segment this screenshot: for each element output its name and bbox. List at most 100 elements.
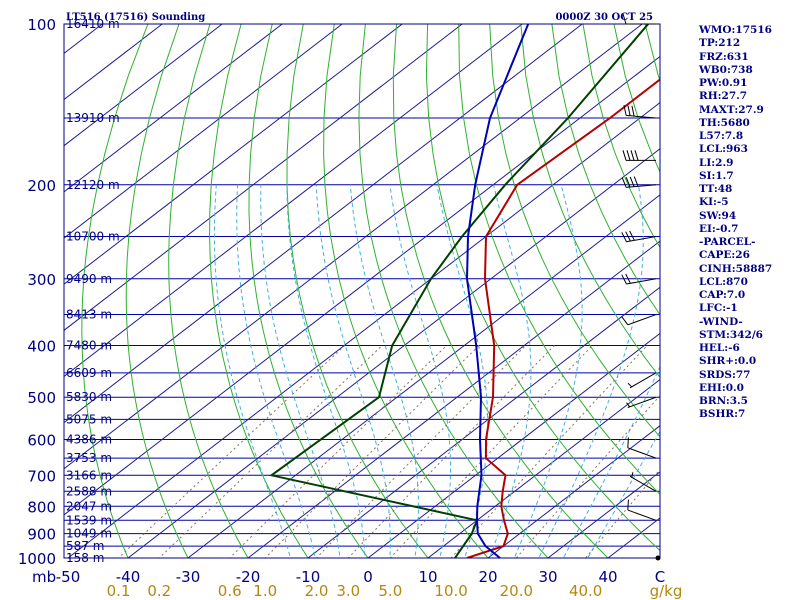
index-item: HEL:-6 [699, 342, 740, 354]
index-item: LCL:870 [699, 275, 748, 288]
height-label: 587 m [66, 539, 104, 553]
isotherm-line [64, 24, 343, 239]
index-item: SRDS:77 [699, 368, 751, 381]
index-item: TP:212 [699, 37, 741, 50]
wind-barb-staff [629, 475, 657, 492]
moist-adiabat-line [315, 184, 391, 558]
isotherm-line [64, 55, 660, 516]
mixing-ratio-label: 2.0 [305, 582, 329, 600]
isotherm-line [64, 24, 583, 424]
height-label: 16410 m [66, 17, 120, 31]
mixing-ratio-label: 0.2 [147, 582, 171, 600]
temperature-tick-label: 20 [478, 568, 497, 586]
dry-adiabat-line [551, 24, 660, 316]
mixing-ratio-label: 1.0 [253, 582, 277, 600]
temperature-tick-label: 10 [418, 568, 437, 586]
wind-barb-staff [626, 114, 657, 119]
index-item: SW:94 [699, 209, 737, 222]
mixing-ratio-line [228, 345, 448, 558]
dry-adiabat-line [425, 24, 660, 552]
wind-barb-staff [627, 447, 657, 459]
isotherm-line [64, 24, 223, 147]
height-label: 1539 m [66, 513, 112, 527]
wind-barb-feather [621, 274, 627, 285]
height-label: 2047 m [66, 499, 112, 513]
isotherm-line [127, 148, 660, 558]
index-item: TT:48 [699, 183, 733, 195]
observation-time: 0000Z 30 OCT 25 [555, 12, 653, 23]
mixing-ratio-label: 0.6 [218, 582, 242, 600]
mixing-ratio-unit-label: g/kg [650, 582, 683, 600]
isotherm-line [487, 425, 660, 558]
moist-adiabat-line [488, 184, 532, 558]
wind-barb-staff [626, 278, 657, 285]
parcel-profile-line [465, 24, 530, 558]
wind-barb-feather [629, 230, 635, 241]
wind-barb-feather [629, 176, 635, 187]
temperature-tick-label: -40 [116, 568, 141, 586]
index-item: TH:5680 [699, 116, 750, 129]
wind-barb [627, 437, 657, 459]
temperature-tick-label: 30 [538, 568, 557, 586]
wind-barb-feather [622, 13, 627, 25]
wind-barb-feather [627, 382, 633, 388]
isotherm-line [427, 378, 660, 558]
wind-barb-feather [631, 105, 635, 117]
wind-barb [621, 273, 657, 285]
station-title: LT516 (17516) Sounding [66, 12, 205, 23]
wind-barb [622, 150, 656, 161]
wind-barb-feather [626, 150, 631, 161]
wind-barb-feather [621, 232, 627, 242]
isotherm-line [307, 286, 660, 558]
wind-barb [622, 13, 656, 25]
index-item: MAXT:27.9 [699, 103, 764, 116]
wind-barb-feather [621, 177, 627, 188]
moist-adiabat-line [513, 184, 583, 558]
moist-adiabat-line [538, 184, 644, 558]
dry-adiabat-line [168, 24, 249, 558]
dry-adiabat-line [286, 24, 429, 558]
plot-frame [63, 23, 661, 559]
moist-adiabat-line [389, 184, 451, 558]
wind-barb-feather [625, 177, 631, 188]
isotherm-line [64, 24, 643, 470]
wind-barb-feather [622, 150, 627, 161]
index-item: BSHR:7 [699, 408, 746, 421]
height-label: 7480 m [66, 339, 112, 353]
height-label: 10700 m [66, 229, 120, 243]
isotherm-line [67, 101, 660, 558]
index-item: CAPE:26 [699, 249, 750, 262]
wind-barb-feather [630, 150, 635, 161]
wind-barb-staff [627, 509, 657, 521]
wind-barb [627, 372, 657, 389]
wind-barb-staff [629, 372, 657, 389]
temperature-tick-label: -10 [296, 568, 321, 586]
wind-barb [627, 499, 657, 521]
height-label: 4386 m [66, 433, 112, 447]
moist-adiabat-line [349, 184, 419, 558]
mixing-ratio-label: 20.0 [500, 582, 533, 600]
height-label: 8413 m [66, 308, 112, 322]
mixing-ratio-label: 3.0 [336, 582, 360, 600]
height-label: 1049 m [66, 527, 112, 541]
pressure-unit-label: mb [32, 568, 56, 586]
wind-barb-feather [627, 499, 629, 511]
height-label: 6609 m [66, 366, 112, 380]
sounding-profiles [269, 24, 660, 558]
dry-adiabat-line [458, 24, 660, 496]
pressure-label: 300 [27, 271, 56, 289]
index-item: LFC:-1 [699, 302, 738, 315]
temperature-profile-line [466, 78, 660, 558]
height-label: 13910 m [66, 111, 120, 125]
index-item: CINH:58887 [699, 262, 773, 275]
wind-barb-feather [626, 402, 631, 408]
moist-adiabat-line [587, 430, 660, 558]
height-label: 5830 m [66, 390, 112, 404]
index-item: LI:2.9 [699, 156, 734, 169]
index-item: -PARCEL- [699, 236, 756, 248]
dry-adiabat-line [323, 24, 489, 558]
wind-barb-staff [626, 236, 657, 243]
isotherm-line [64, 24, 463, 331]
